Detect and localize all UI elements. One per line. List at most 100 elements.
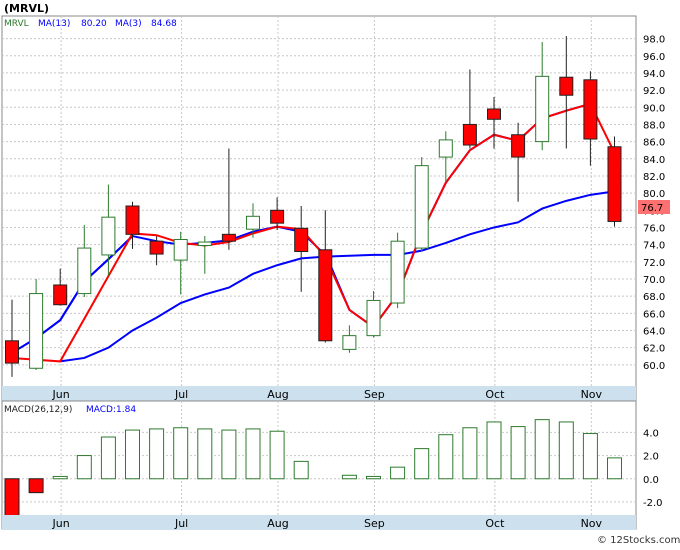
month-label: Nov [581,517,603,530]
candle-body [607,146,622,222]
price-y-tick: 70.0 [643,275,665,286]
candle-body [125,205,140,235]
candle-body [583,79,598,140]
candle-body [246,215,260,230]
legend-ma3-label: MA(3) [115,19,142,29]
price-y-tick: 88.0 [643,120,665,131]
last-price-tag [638,200,670,214]
candle-body [77,247,92,295]
month-label: Oct [485,388,505,401]
candle-body [294,227,309,253]
macd-bar [558,421,574,480]
last-price-value: 76.7 [641,203,663,214]
legend-mrvl: MRVL [4,19,29,29]
price-y-tick: 94.0 [643,69,665,80]
month-label: Jul [174,388,188,401]
price-y-tick: 76.0 [643,223,665,234]
candle-body [535,75,550,143]
legend-ma13-label: MA(13) [38,19,70,29]
macd-bar [173,427,189,480]
macd-bar [125,429,140,480]
candle-body [414,165,429,249]
ma3-line-layer [11,102,616,363]
candle-body [559,76,574,96]
candle-body [197,241,212,246]
candle-body [53,284,68,306]
price-y-tick: 86.0 [643,138,665,149]
candle-body [270,209,285,224]
macd-bars-layer [4,419,622,520]
watermark: © 12Stocks.com [597,535,680,546]
macd-bar [76,455,92,480]
candle-body [438,139,453,158]
macd-bar [414,448,430,480]
macd-bar [366,475,381,480]
month-label: Aug [267,388,288,401]
price-y-tick: 84.0 [643,155,665,166]
candle-body [173,238,188,261]
candle-body [511,134,526,158]
price-y-axis: 98.0 96.0 94.0 92.0 90.0 88.0 86.0 84.0 82.0 80.0… [643,35,665,372]
candle-body [29,293,44,369]
candle-body [462,123,477,146]
candle-body [366,299,381,337]
price-y-tick: 68.0 [643,292,665,303]
macd-bar [221,429,237,480]
candle-body [101,216,116,256]
macd-bar [269,430,285,480]
month-label: Jun [52,517,70,530]
month-label: Aug [267,517,288,530]
month-axis-band-top [2,386,636,401]
candle-body [5,340,19,364]
price-y-tick: 92.0 [643,86,665,97]
legend-ma3-value: 84.68 [151,19,177,29]
price-y-tick: 60.0 [643,361,665,372]
month-axis-top: Jun Jul Aug Sep Oct Nov [52,388,603,401]
candle-body [318,249,333,342]
macd-bar [390,466,406,480]
macd-y-tick: 4.0 [643,428,659,439]
macd-bar [607,457,622,480]
ma13-line [60,190,615,363]
macd-bar [52,475,68,480]
ticker-title: (MRVL) [4,2,49,15]
macd-bar [438,434,454,480]
candle-body [149,240,164,255]
month-label: Sep [364,388,385,401]
macd-bar [100,436,116,480]
price-y-tick: 82.0 [643,172,665,183]
macd-bar [149,428,165,480]
macd-bar [4,478,20,520]
price-y-tick: 62.0 [643,344,665,355]
candle-body [487,108,501,120]
month-axis-band-bottom [2,515,636,530]
price-y-tick: 72.0 [643,258,665,269]
month-label: Sep [364,517,385,530]
macd-bar [197,428,213,480]
month-label: Jun [52,388,70,401]
macd-value: MACD:1.84 [86,405,136,415]
macd-bar [341,474,357,480]
candle-body [390,240,405,304]
macd-bar [28,478,44,494]
candles-layer [5,36,622,377]
macd-y-tick: 2.0 [643,452,659,463]
price-y-tick: 66.0 [643,309,665,320]
macd-y-tick: 0.0 [643,475,659,486]
month-label: Nov [581,388,603,401]
macd-bar [293,460,309,480]
candle-body [342,335,357,350]
month-label: Oct [485,517,505,530]
candle-body [221,233,236,242]
macd-bar [534,419,550,480]
macd-bar [582,433,598,480]
price-y-tick: 80.0 [643,189,665,200]
price-y-tick: 64.0 [643,326,665,337]
macd-bar [245,428,261,480]
macd-bar [462,427,478,480]
price-y-tick: 74.0 [643,241,665,252]
month-axis-bottom: Jun Jul Aug Sep Oct Nov [52,517,603,530]
ma3-line [11,102,616,363]
